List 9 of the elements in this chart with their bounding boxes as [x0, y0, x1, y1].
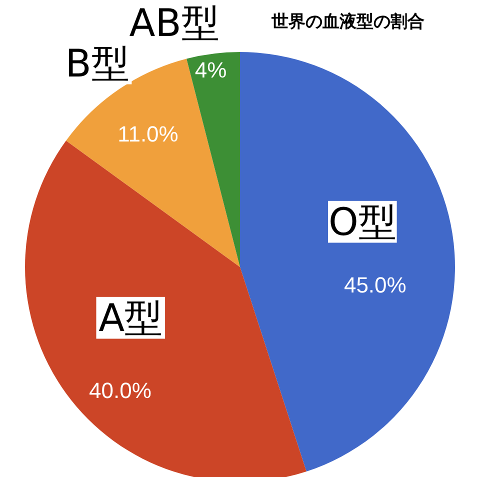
- data-label: 4%: [194, 58, 227, 83]
- slice-label: O型: [328, 200, 396, 244]
- data-label: 40.0%: [89, 378, 152, 403]
- chart-title: 世界の血液型の割合: [270, 12, 424, 32]
- data-label: 11.0%: [118, 121, 178, 146]
- slice-label: A型: [98, 296, 163, 340]
- data-label: 45.0%: [344, 272, 406, 298]
- slice-label: B型: [65, 41, 130, 86]
- slice-label: AB型: [129, 0, 220, 45]
